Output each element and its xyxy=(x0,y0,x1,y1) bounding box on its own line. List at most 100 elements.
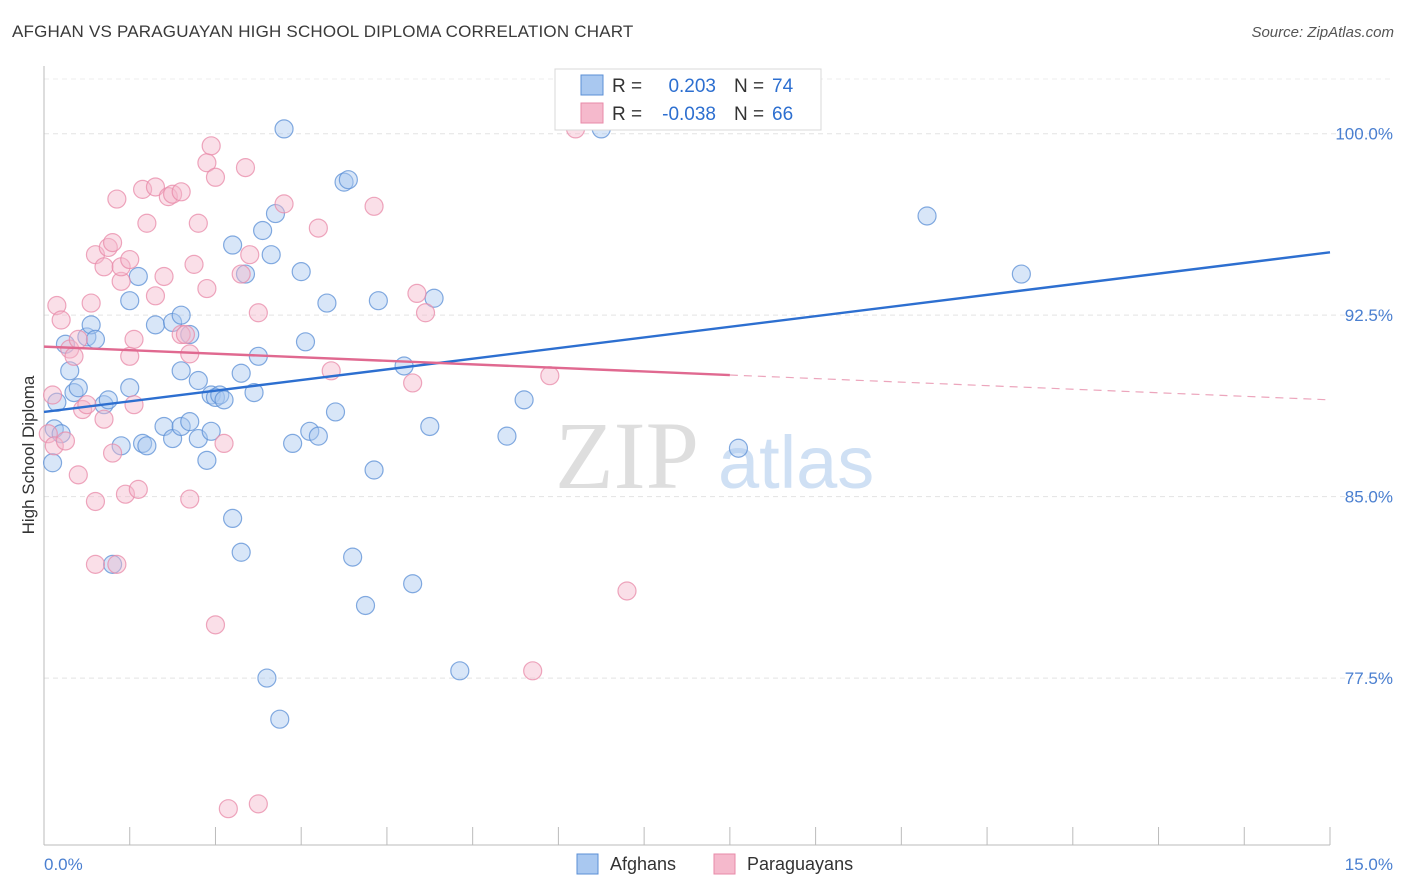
afghans-point xyxy=(283,433,303,454)
x-ticks xyxy=(129,827,1331,845)
paraguayans-point xyxy=(240,245,260,265)
paraguayans-point xyxy=(81,293,101,313)
afghans-point xyxy=(171,361,191,381)
paraguayans-point xyxy=(617,581,637,601)
paraguayans-point xyxy=(137,213,157,233)
legend-n-value-paraguayans: 66 xyxy=(772,104,793,125)
legend-swatch-paraguayans xyxy=(580,102,604,124)
watermark-atlas: atlas xyxy=(718,421,874,504)
afghans-point xyxy=(368,291,388,311)
afghans-point xyxy=(214,390,234,410)
afghans-point xyxy=(257,668,277,688)
legend-n-label-afghans: N = xyxy=(734,76,764,97)
paraguayans-point xyxy=(175,324,196,345)
paraguayans-point xyxy=(85,554,106,574)
paraguayans-point xyxy=(205,167,226,187)
bottom-legend-swatch-paraguayans xyxy=(713,853,736,875)
paraguayans-point xyxy=(102,233,123,253)
axes xyxy=(43,66,1330,846)
paraguayans-point xyxy=(154,266,174,287)
afghans-point xyxy=(325,402,346,422)
afghans-trend-line xyxy=(43,251,1331,414)
afghans-point xyxy=(68,378,88,398)
trend-lines xyxy=(43,251,1331,414)
afghans-point xyxy=(188,370,208,391)
afghans-point xyxy=(274,119,294,139)
afghans-point xyxy=(223,508,243,529)
paraguayans-point xyxy=(94,409,114,429)
x-tick-label-max: 15.0% xyxy=(1345,855,1393,874)
afghans-point xyxy=(120,291,140,311)
paraguayans-point xyxy=(51,310,71,330)
afghans-point xyxy=(231,363,251,383)
afghans-point xyxy=(364,460,384,480)
afghans-point xyxy=(42,453,63,473)
paraguayans-trend-line-dashed xyxy=(729,374,1331,401)
paraguayans-point xyxy=(205,615,226,635)
paraguayans-point xyxy=(180,489,200,509)
paraguayans-point xyxy=(171,324,191,345)
paraguayans-point xyxy=(115,484,136,504)
paraguayans-point xyxy=(55,431,76,451)
y-tick-label: 85.0% xyxy=(1345,488,1393,507)
paraguayans-point xyxy=(415,303,436,323)
y-tick-labels: 77.5% 85.0% 92.5% 100.0% xyxy=(1335,125,1393,688)
paraguayans-point xyxy=(64,346,84,366)
paraguayans-point xyxy=(68,329,88,349)
afghans-point xyxy=(295,332,316,352)
afghans-point xyxy=(231,542,251,562)
afghans-point xyxy=(171,305,191,325)
paraguayans-point xyxy=(171,182,191,202)
afghans-point xyxy=(137,436,157,456)
afghans-point xyxy=(85,329,106,349)
legend-n-value-afghans: 74 xyxy=(772,76,794,97)
y-tick-label: 100.0% xyxy=(1335,125,1393,144)
afghans-point xyxy=(98,390,118,410)
paraguayans-point xyxy=(188,213,208,233)
afghans-point xyxy=(102,554,123,574)
afghans-point xyxy=(514,390,534,410)
paraguayans-point xyxy=(68,465,88,485)
legend-r-value-afghans: 0.203 xyxy=(668,76,716,97)
paraguayans-point xyxy=(201,136,221,156)
paraguayans-point xyxy=(308,218,328,238)
paraguayans-point xyxy=(184,254,204,274)
afghans-point xyxy=(317,293,337,313)
afghans-point xyxy=(180,412,200,432)
afghans-point xyxy=(343,547,363,567)
paraguayans-point xyxy=(85,491,106,512)
afghans-point xyxy=(261,245,281,265)
afghans-point xyxy=(60,361,80,381)
afghans-point xyxy=(291,262,311,282)
bottom-legend-swatch-afghans xyxy=(576,853,599,875)
afghans-point xyxy=(145,315,166,335)
paraguayans-point xyxy=(145,286,166,306)
data-points xyxy=(38,119,1031,819)
paraguayans-point xyxy=(120,249,140,270)
afghans-point xyxy=(223,235,243,255)
y-axis-label: High School Diploma xyxy=(19,375,38,534)
afghans-point xyxy=(420,416,440,437)
y-tick-label: 77.5% xyxy=(1345,669,1393,688)
paraguayans-point xyxy=(231,264,251,284)
afghans-point xyxy=(270,709,290,729)
paraguayans-point xyxy=(128,479,148,499)
paraguayans-point xyxy=(364,196,384,216)
afghans-point xyxy=(497,426,517,446)
legend-r-label-afghans: R = xyxy=(612,76,642,97)
paraguayans-point xyxy=(124,395,144,415)
afghans-point xyxy=(235,264,256,284)
afghans-point xyxy=(81,315,101,335)
paraguayans-point xyxy=(235,158,256,178)
legend-r-label-paraguayans: R = xyxy=(612,104,642,125)
afghans-point xyxy=(1011,264,1031,284)
paraguayans-point xyxy=(403,373,423,393)
afghans-point xyxy=(355,595,376,616)
paraguayans-point xyxy=(218,799,238,819)
watermark-zip: ZIP xyxy=(555,402,699,509)
paraguayans-point xyxy=(145,177,166,197)
afghans-point xyxy=(253,220,273,241)
stats-legend: R = 0.203 N = 74 R = -0.038 N = 66 xyxy=(554,68,822,131)
paraguayans-point xyxy=(248,303,268,323)
